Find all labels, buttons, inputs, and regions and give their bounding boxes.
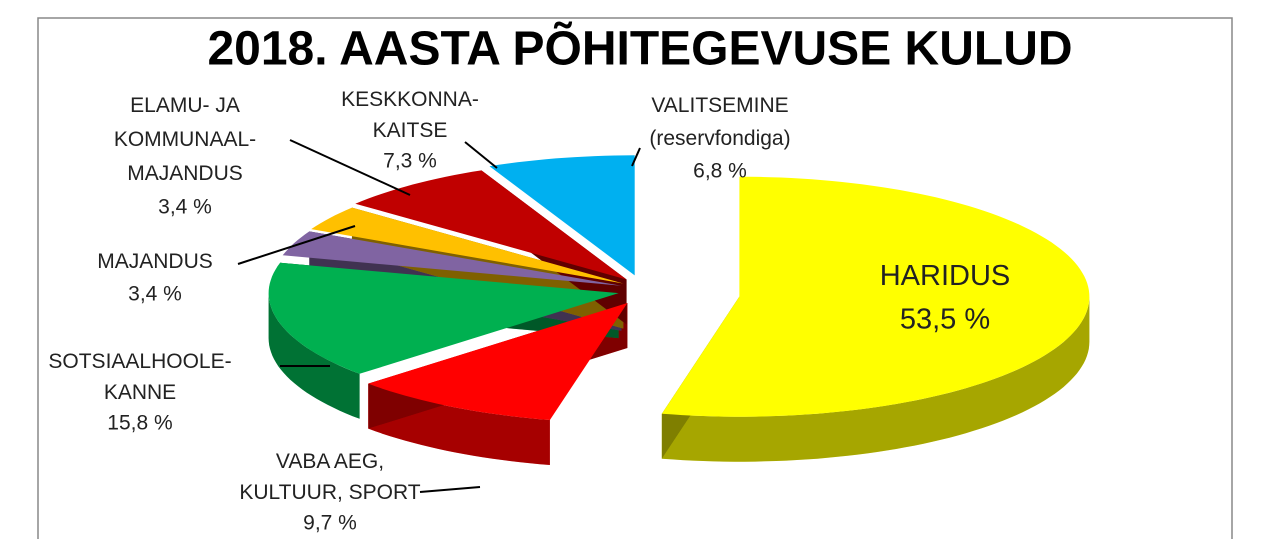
slice (661, 176, 1090, 417)
slice-tops (268, 155, 1090, 420)
category-label: KESKKONNA-KAITSE (341, 88, 479, 142)
category-label: VABA AEG, KULTUUR, SPORT (239, 450, 420, 504)
frame (37, 17, 1233, 539)
slice (311, 207, 624, 284)
leader-line (631, 147, 641, 167)
slice (355, 170, 627, 280)
value-label: 6,8 % (693, 160, 747, 183)
category-label: VALITSEMINE (reservfondiga) (649, 94, 790, 150)
slice (368, 302, 628, 420)
category-label: HARIDUS (880, 260, 1011, 292)
value-label: 7,3 % (383, 150, 437, 173)
slice (282, 231, 622, 286)
slice (489, 155, 635, 276)
value-label: 9,7 % (303, 512, 357, 535)
slice-side-shade (268, 293, 360, 419)
leader-line (289, 139, 411, 196)
value-label: 15,8 % (107, 412, 172, 435)
category-label: ELAMU- JA KOMMUNAAL-MAJANDUS (114, 94, 256, 185)
leader-line (419, 486, 481, 493)
labels: HARIDUS 53,5 % VABA AEG, KULTUUR, SPORT 9,7 … (48, 88, 1010, 535)
value-label: 3,4 % (128, 283, 182, 306)
slice-side (661, 296, 1090, 462)
category-label: MAJANDUS (97, 250, 213, 273)
slice-side-shade (661, 296, 1090, 462)
category-label: SOTSIAALHOOLE-KANNE (48, 350, 231, 404)
leader-line (237, 225, 356, 265)
value-label: 53,5 % (900, 304, 990, 336)
chart-title: 2018. AASTA PÕHITEGEVUSE KULUD (207, 21, 1072, 76)
slice (268, 262, 619, 374)
leader-line (464, 141, 498, 169)
value-label: 3,4 % (158, 196, 212, 219)
slice-side (268, 293, 360, 419)
